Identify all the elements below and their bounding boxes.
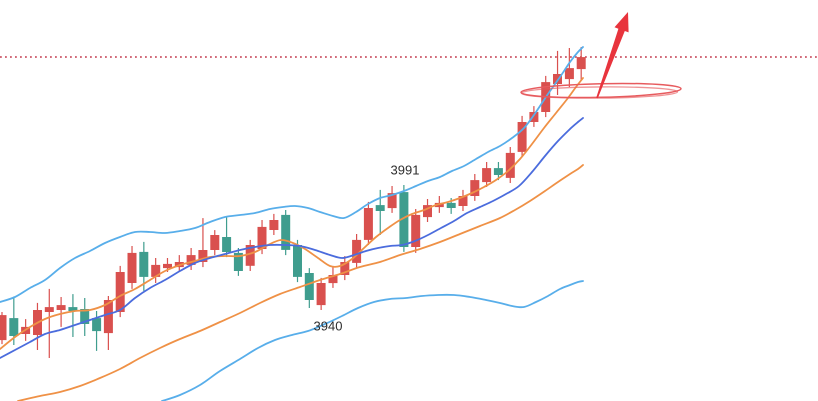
candle	[340, 256, 350, 281]
candle-body	[399, 192, 409, 247]
candle-body	[44, 307, 54, 312]
candle	[423, 199, 432, 222]
candle-body	[80, 309, 90, 324]
lower-mid-orange	[17, 164, 584, 401]
candle-body	[68, 307, 78, 311]
chart-render-layer	[0, 46, 818, 401]
candle	[304, 268, 314, 308]
candle-body	[446, 202, 456, 208]
candle-body	[517, 122, 527, 152]
candle-body	[198, 250, 208, 262]
candle-body	[387, 193, 397, 209]
candle	[564, 48, 574, 87]
candle	[411, 209, 421, 253]
candle	[316, 277, 326, 310]
candle-body	[103, 300, 113, 334]
candle-body	[92, 318, 102, 332]
candle-body	[493, 168, 503, 175]
candle-body	[316, 283, 326, 306]
candle-body	[115, 272, 125, 312]
candle-body	[458, 196, 468, 206]
candle	[363, 201, 373, 245]
candle-body	[222, 237, 232, 252]
annotation-layer	[520, 12, 682, 99]
candle-body	[56, 305, 66, 310]
candle-body	[482, 168, 492, 183]
candle	[352, 234, 362, 269]
candle-body	[245, 245, 255, 266]
candle	[470, 174, 480, 201]
candle	[80, 298, 90, 336]
candle	[222, 217, 232, 258]
candle-body	[210, 235, 220, 250]
candle	[505, 147, 515, 183]
candle-body	[411, 214, 421, 247]
candle	[44, 288, 54, 358]
candle-body	[576, 57, 586, 70]
candle	[458, 189, 468, 211]
candle-body	[151, 264, 161, 277]
candle-series	[0, 47, 586, 358]
candle-body	[375, 205, 385, 211]
candle-body	[328, 275, 338, 284]
candle-body	[0, 315, 7, 341]
candle-body	[127, 252, 137, 283]
candle-body	[9, 318, 19, 336]
candle-body	[529, 112, 539, 122]
candle-body	[269, 220, 279, 230]
candle-body	[470, 180, 480, 196]
candle	[233, 248, 243, 276]
candle	[269, 213, 279, 235]
fast-ma-orange	[0, 77, 584, 350]
candle	[576, 47, 586, 81]
upper-band-skyblue	[0, 46, 584, 303]
candle	[387, 186, 397, 213]
candle	[293, 239, 302, 283]
candle	[0, 312, 7, 345]
candle	[517, 115, 527, 158]
candle	[33, 302, 42, 350]
candle	[281, 210, 291, 256]
candle-body	[340, 262, 350, 275]
candle-body	[186, 255, 196, 265]
candle	[328, 267, 338, 288]
candle-body	[423, 205, 432, 218]
candle-body	[352, 239, 362, 263]
candle-body	[281, 214, 291, 250]
price-label-high: 3991	[391, 163, 420, 178]
candle-body	[363, 208, 373, 240]
lower-band-skyblue	[161, 280, 584, 401]
candle-body	[233, 252, 243, 271]
candle	[151, 258, 161, 283]
candle-body	[163, 263, 172, 269]
candle-body	[139, 251, 149, 277]
candle	[493, 162, 503, 181]
candle	[56, 297, 66, 327]
candle	[68, 294, 78, 337]
candle	[210, 230, 220, 256]
highlight-ellipse-inner	[520, 86, 679, 99]
candle-body	[505, 152, 515, 178]
candle-body	[564, 68, 574, 80]
mid-ma-blue	[0, 117, 584, 359]
candle-body	[293, 245, 302, 277]
candle	[186, 248, 196, 270]
candle	[245, 239, 255, 271]
candle	[127, 246, 137, 289]
candle-body	[257, 226, 267, 249]
candle	[103, 296, 113, 350]
breakout-arrow	[596, 12, 629, 99]
candle	[115, 265, 125, 318]
candle-body	[304, 273, 314, 300]
candle	[482, 162, 492, 187]
price-label-low: 3940	[314, 319, 343, 334]
